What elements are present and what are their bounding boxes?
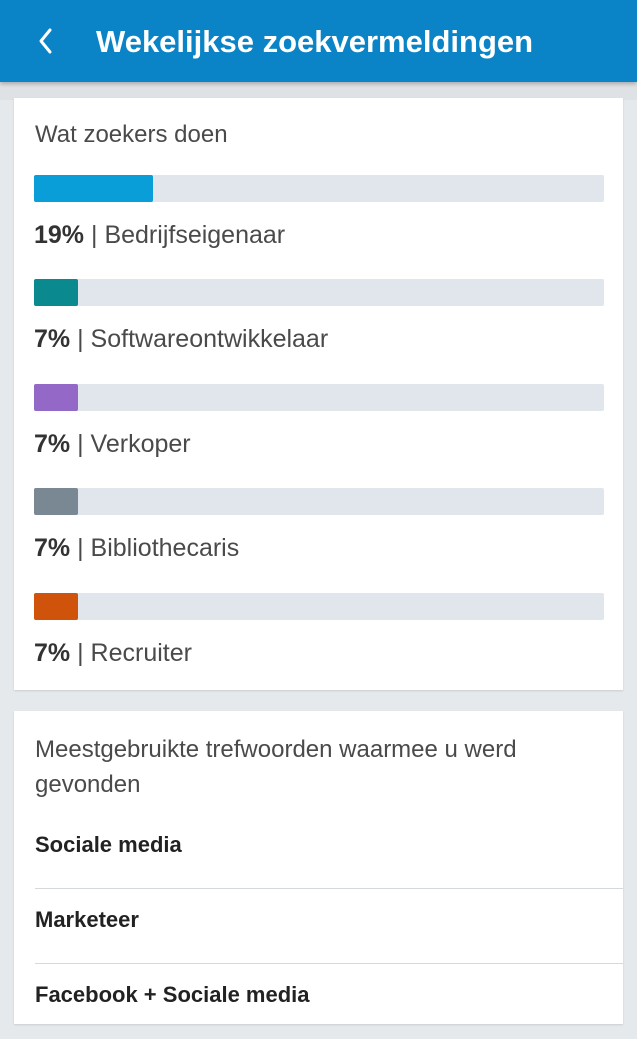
keyword-item[interactable]: Marketeer (35, 889, 623, 964)
role-separator: | (91, 221, 98, 249)
role-label: 7% | Verkoper (34, 428, 191, 460)
role-separator: | (77, 534, 84, 562)
role-separator: | (77, 639, 84, 667)
role-percent: 7% (34, 325, 71, 353)
role-percent: 19% (34, 221, 85, 249)
role-bar-track (34, 279, 604, 306)
keyword-item[interactable]: Facebook + Sociale media (35, 964, 623, 1039)
chevron-left-icon (24, 17, 70, 65)
role-bar-fill (34, 175, 153, 202)
role-name: Verkoper (90, 430, 191, 458)
role-bar-track (34, 488, 604, 515)
role-percent: 7% (34, 639, 71, 667)
role-bar-fill (34, 488, 78, 515)
role-name: Softwareontwikkelaar (90, 325, 329, 353)
searchers-card: Wat zoekers doen 19% | Bedrijfseigenaar … (14, 98, 623, 690)
keyword-label: Facebook + Sociale media (35, 982, 310, 1007)
app-bar: Wekelijkse zoekvermeldingen (0, 0, 637, 82)
role-name: Bibliothecaris (90, 534, 240, 562)
role-label: 19% | Bedrijfseigenaar (34, 219, 285, 251)
role-separator: | (77, 430, 84, 458)
keyword-label: Sociale media (35, 832, 182, 857)
searchers-card-title: Wat zoekers doen (35, 121, 228, 148)
role-separator: | (77, 325, 84, 353)
role-bar-track (34, 593, 604, 620)
role-bar-fill (34, 384, 78, 411)
role-name: Bedrijfseigenaar (104, 221, 286, 249)
role-item: 7% | Recruiter (34, 593, 604, 681)
role-label: 7% | Recruiter (34, 637, 192, 669)
role-label: 7% | Softwareontwikkelaar (34, 323, 328, 355)
keyword-label: Marketeer (35, 907, 139, 932)
role-bar-track (34, 384, 604, 411)
role-item: 19% | Bedrijfseigenaar (34, 175, 604, 263)
role-bar-track (34, 175, 604, 202)
role-name: Recruiter (90, 639, 192, 667)
role-item: 7% | Verkoper (34, 384, 604, 472)
role-bar-fill (34, 279, 78, 306)
role-item: 7% | Softwareontwikkelaar (34, 279, 604, 367)
background-strip (0, 82, 637, 100)
role-bar-fill (34, 593, 78, 620)
role-item: 7% | Bibliothecaris (34, 488, 604, 576)
page-title: Wekelijkse zoekvermeldingen (96, 24, 534, 59)
role-percent: 7% (34, 430, 71, 458)
role-label: 7% | Bibliothecaris (34, 532, 239, 564)
keyword-item[interactable]: Sociale media (35, 814, 623, 889)
back-button[interactable] (24, 17, 70, 65)
keywords-card: Meestgebruikte trefwoorden waarmee u wer… (14, 711, 623, 1024)
role-percent: 7% (34, 534, 71, 562)
keywords-card-title: Meestgebruikte trefwoorden waarmee u wer… (35, 736, 517, 798)
